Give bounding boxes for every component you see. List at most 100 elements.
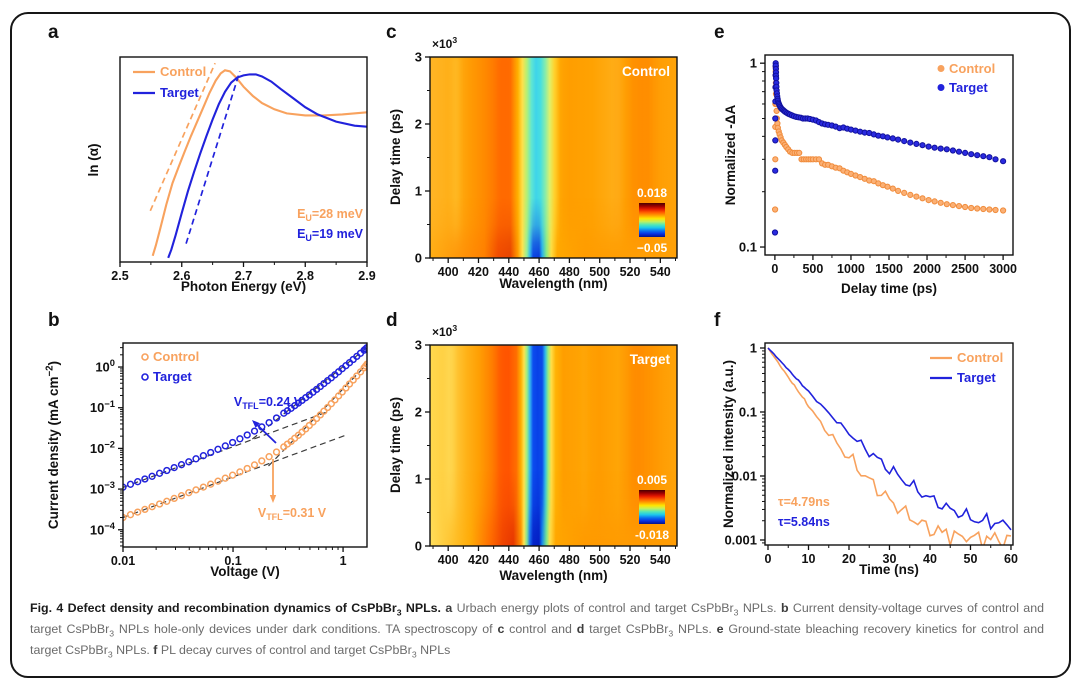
svg-text:100: 100: [95, 358, 115, 374]
svg-text:10: 10: [802, 552, 816, 566]
svg-text:τ=4.79ns: τ=4.79ns: [778, 495, 830, 509]
svg-text:480: 480: [559, 265, 580, 279]
svg-text:50: 50: [964, 552, 978, 566]
svg-text:Wavelength (nm): Wavelength (nm): [499, 276, 607, 291]
svg-text:0: 0: [415, 251, 422, 266]
svg-text:440: 440: [498, 265, 519, 279]
svg-text:460: 460: [529, 553, 550, 567]
svg-text:2000: 2000: [913, 262, 941, 276]
svg-text:EU=19 meV: EU=19 meV: [297, 227, 364, 243]
svg-text:Time (ns): Time (ns): [859, 562, 919, 577]
series-e: [771, 60, 1007, 236]
svg-text:500: 500: [802, 262, 823, 276]
svg-text:2500: 2500: [951, 262, 979, 276]
svg-text:1: 1: [340, 554, 347, 568]
svg-text:2.6: 2.6: [173, 269, 190, 283]
svg-text:Delay time (ps): Delay time (ps): [841, 281, 937, 296]
svg-text:0.1: 0.1: [739, 240, 757, 255]
svg-text:440: 440: [498, 553, 519, 567]
svg-text:520: 520: [620, 553, 641, 567]
svg-text:460: 460: [529, 265, 550, 279]
series-f-control: [767, 347, 1012, 545]
figure-border: [10, 12, 1071, 678]
svg-text:Target: Target: [153, 369, 192, 384]
svg-text:10−1: 10−1: [90, 399, 115, 415]
svg-text:2.5: 2.5: [111, 269, 128, 283]
svg-text:Delay time (ps): Delay time (ps): [388, 109, 403, 205]
panel-letter-a: a: [48, 22, 59, 43]
svg-text:0.018: 0.018: [637, 186, 667, 200]
svg-text:Delay time (ps): Delay time (ps): [388, 397, 403, 493]
series-b: [123, 343, 367, 522]
svg-text:−0.05: −0.05: [637, 241, 668, 255]
series-a-control-urbach-fit: [149, 62, 216, 212]
panel-letter-c: c: [386, 22, 397, 43]
svg-text:1: 1: [415, 472, 422, 487]
svg-text:20: 20: [842, 552, 856, 566]
svg-text:1000: 1000: [837, 262, 865, 276]
svg-text:2.8: 2.8: [297, 269, 314, 283]
svg-text:VTFL=0.31 V: VTFL=0.31 V: [258, 506, 327, 522]
svg-text:ln (α): ln (α): [86, 143, 101, 176]
svg-text:Target: Target: [949, 80, 988, 95]
svg-text:VTFL=0.24 V: VTFL=0.24 V: [234, 395, 303, 411]
panel-letter-b: b: [48, 310, 60, 331]
heatmap-target: [430, 345, 677, 546]
svg-text:2: 2: [415, 117, 422, 132]
svg-text:500: 500: [589, 265, 610, 279]
series-f: [767, 347, 1012, 545]
svg-text:1: 1: [415, 184, 422, 199]
svg-text:3000: 3000: [989, 262, 1017, 276]
series-b-target: [123, 343, 367, 491]
series-b-target-ohmic-fit: [123, 410, 330, 488]
colorbar-c: 0.018 −0.05: [637, 186, 668, 255]
figure-caption: Fig. 4 Defect density and recombination …: [30, 601, 1044, 660]
panel-letter-d: d: [386, 310, 398, 331]
svg-text:540: 540: [650, 553, 671, 567]
svg-text:2.7: 2.7: [235, 269, 252, 283]
svg-text:1: 1: [750, 56, 757, 71]
panel-c-chart: 400 420 440 460 480 500 520 540 0 1 2 3 Wavelength (…: [388, 35, 678, 291]
svg-text:Control: Control: [160, 64, 206, 79]
svg-text:0.01: 0.01: [111, 554, 135, 568]
svg-text:3: 3: [415, 338, 422, 353]
svg-text:Control: Control: [949, 61, 995, 76]
svg-text:0.1: 0.1: [224, 554, 241, 568]
svg-text:2.9: 2.9: [358, 269, 375, 283]
svg-text:EU=28 meV: EU=28 meV: [297, 207, 364, 223]
axes-f: 0 10 20 30 40 50 60 1 0.1 0.01 0.001: [724, 340, 1018, 566]
svg-text:520: 520: [620, 265, 641, 279]
svg-text:Voltage (V): Voltage (V): [210, 564, 280, 579]
svg-text:Target: Target: [160, 85, 199, 100]
svg-text:Control: Control: [622, 64, 670, 79]
svg-text:×103: ×103: [432, 323, 457, 339]
svg-text:420: 420: [468, 553, 489, 567]
svg-text:Normalized intensity (a.u.): Normalized intensity (a.u.): [721, 360, 736, 528]
legend-e: Control Target: [937, 61, 995, 95]
svg-text:Target: Target: [957, 370, 996, 385]
svg-text:400: 400: [438, 553, 459, 567]
series-e-target: [771, 60, 1007, 236]
legend-a: Control Target: [133, 64, 206, 100]
axes-e: 0 500 1000 1500 2000 2500 3000 1 0.1: [739, 54, 1017, 276]
svg-text:540: 540: [650, 265, 671, 279]
svg-text:-0.018: -0.018: [635, 528, 669, 542]
legend-b: Control Target: [141, 349, 199, 384]
svg-text:10−2: 10−2: [90, 439, 115, 455]
axes-c: 400 420 440 460 480 500 520 540 0 1 2 3: [415, 50, 678, 279]
svg-text:1500: 1500: [875, 262, 903, 276]
svg-text:Photon Energy (eV): Photon Energy (eV): [181, 279, 306, 294]
heatmap-control: [430, 57, 677, 258]
svg-text:40: 40: [923, 552, 937, 566]
panel-letter-e: e: [714, 22, 725, 43]
panel-b-chart: 0.01 0.1 1 100 10−1 10−2 10−3 10−4 Voltage (V) Cu…: [44, 342, 368, 579]
svg-text:Normalized -ΔA: Normalized -ΔA: [723, 105, 738, 206]
svg-text:0: 0: [415, 539, 422, 554]
svg-text:3: 3: [415, 50, 422, 65]
svg-text:30: 30: [883, 552, 897, 566]
panel-f-chart: 0 10 20 30 40 50 60 1 0.1 0.01 0.001 Time (ns) Norma…: [721, 340, 1018, 577]
svg-text:2: 2: [415, 405, 422, 420]
svg-text:500: 500: [589, 553, 610, 567]
panel-e-chart: 0 500 1000 1500 2000 2500 3000 1 0.1 Delay time (…: [723, 54, 1017, 296]
panel-letter-f: f: [714, 310, 721, 331]
